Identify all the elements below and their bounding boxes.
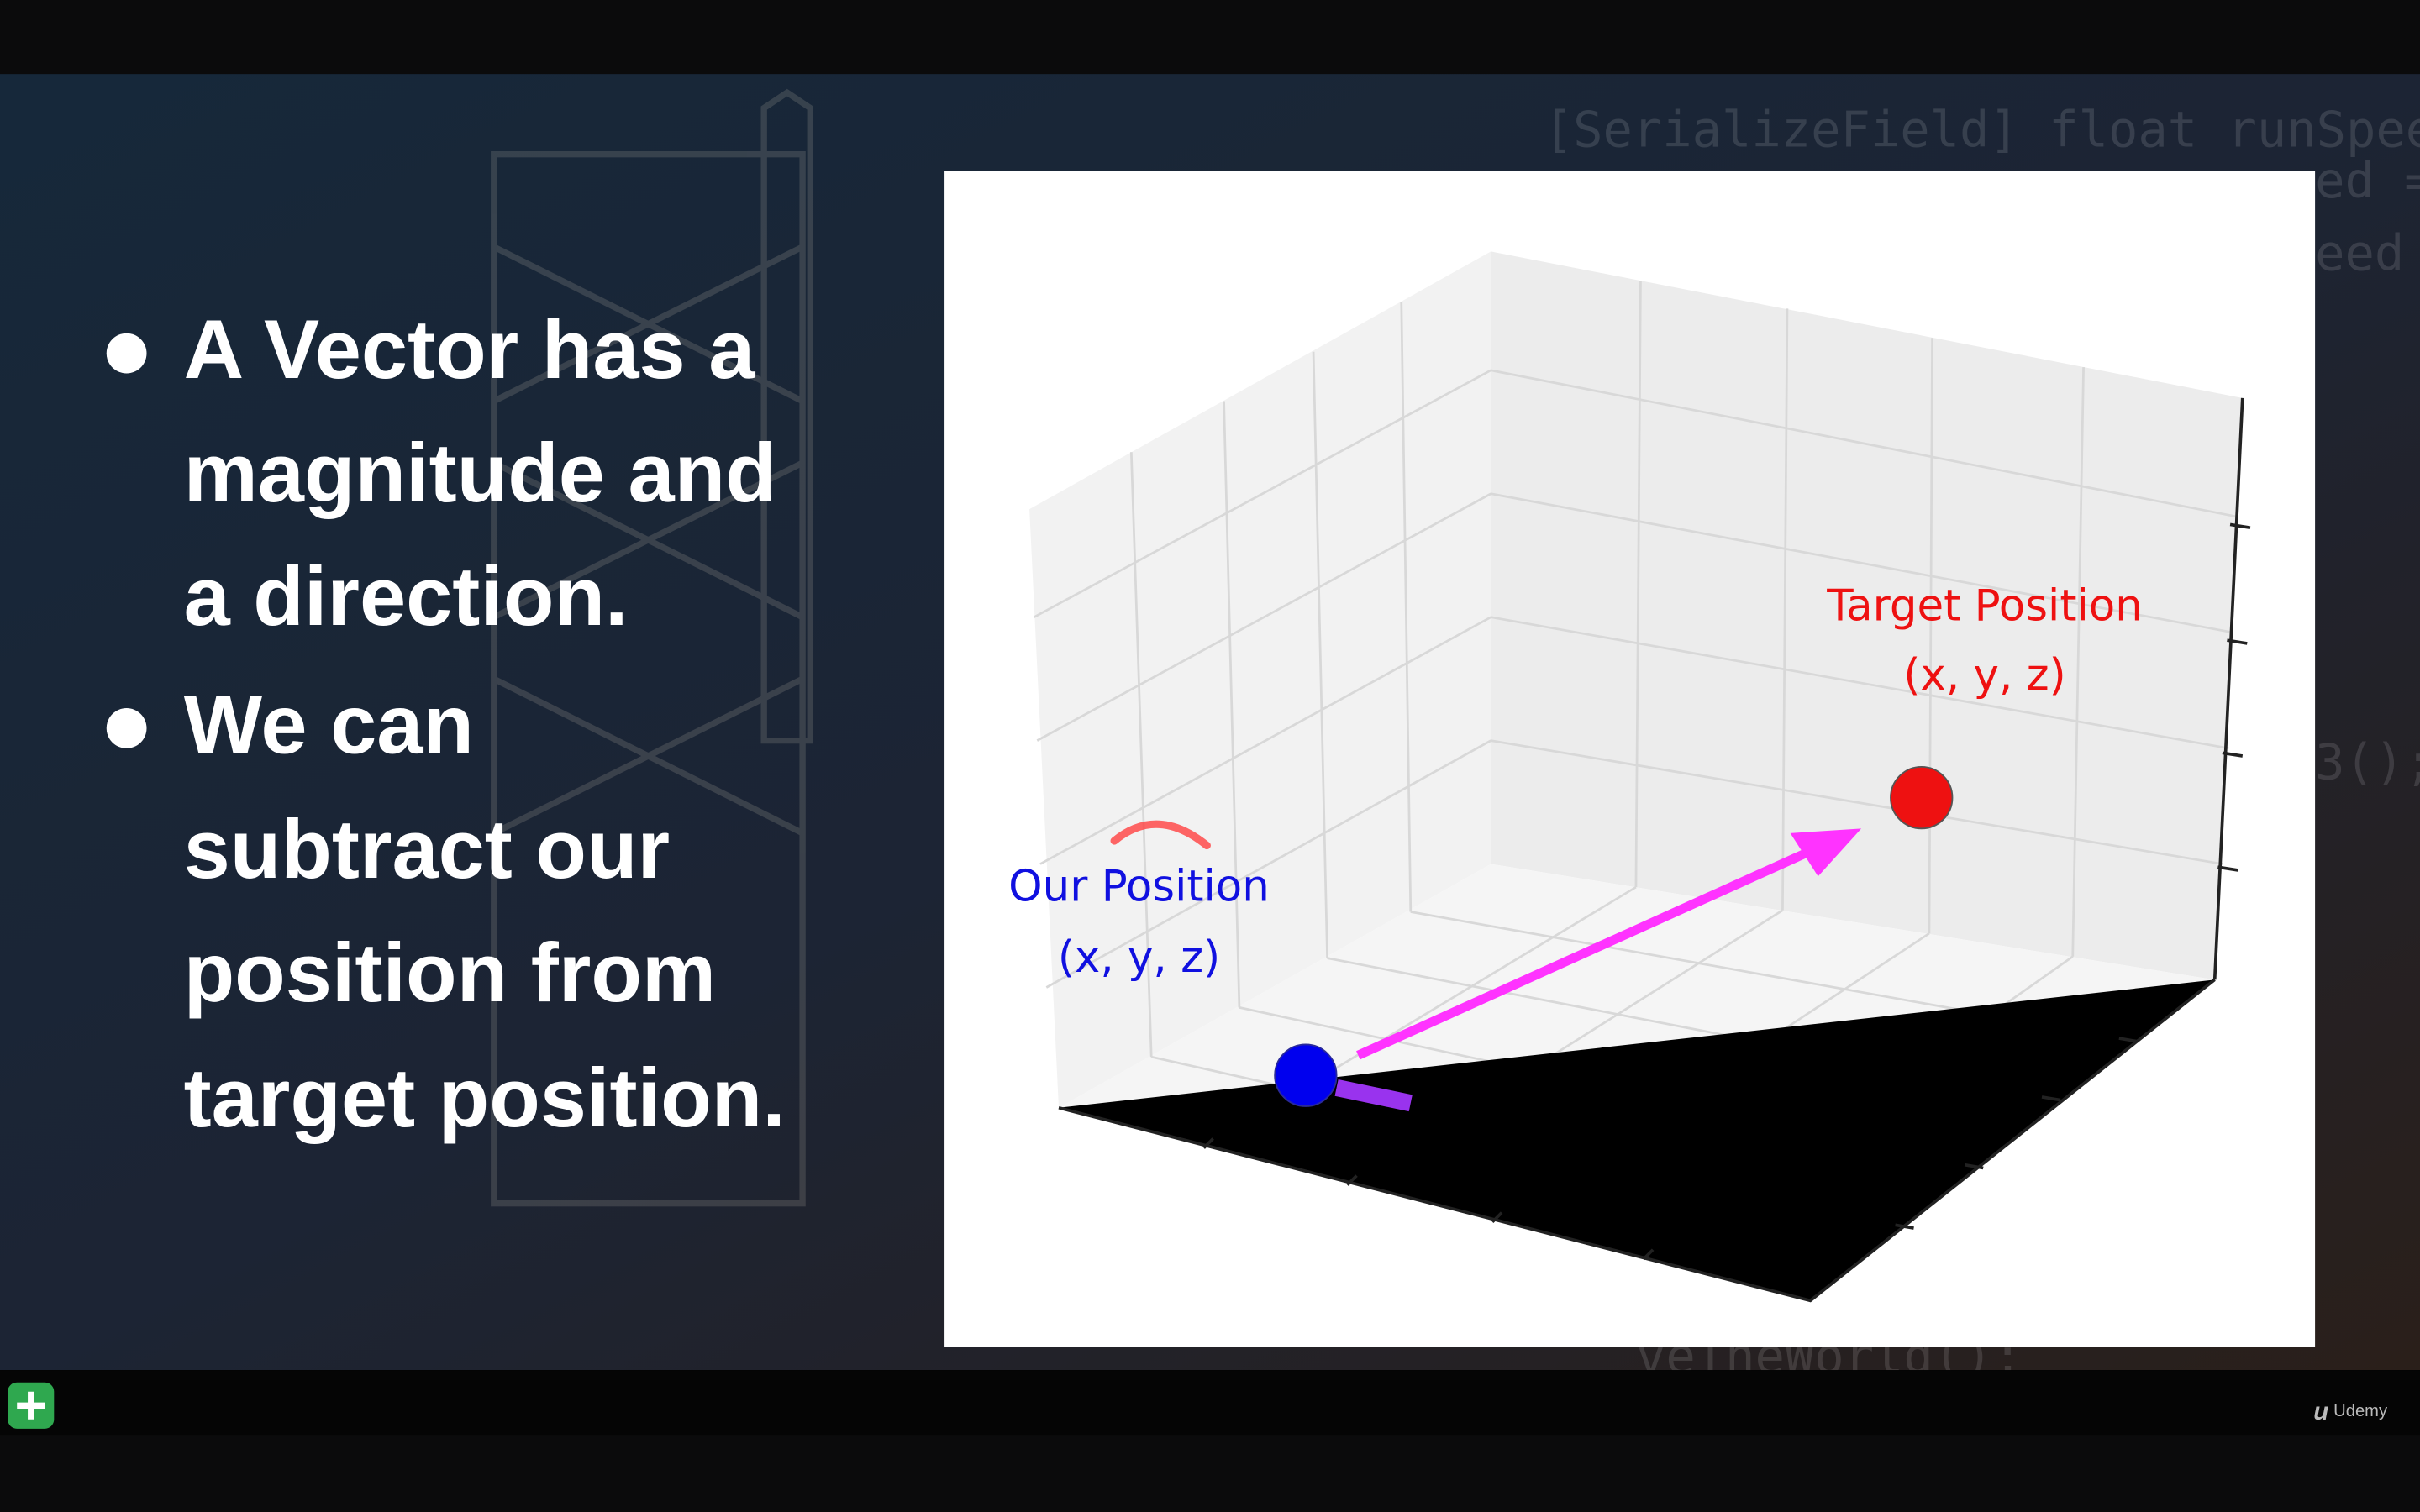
background-code: 3(); (2315, 733, 2420, 791)
bullet-line: magnitude and (184, 427, 776, 520)
target-label: Target Position (1826, 580, 2143, 631)
bullet-line: subtract our (184, 803, 671, 896)
bullet-line: We can (184, 678, 474, 771)
brand-name: Udemy (2333, 1402, 2388, 1420)
tower-silhouette (491, 88, 813, 1207)
our-position-point (1274, 1043, 1338, 1107)
our-coords: (x, y, z) (1058, 932, 1220, 983)
figure: Our Position (x, y, z) Target Position (… (944, 171, 2316, 1347)
bullet-line: target position. (184, 1052, 786, 1145)
bullet-dot (106, 333, 147, 374)
bullet-line: A Vector has a (184, 303, 756, 396)
vector-stub (1334, 1079, 1413, 1112)
arrow-head (1790, 828, 1862, 877)
vector-arrow (1356, 848, 1808, 1060)
add-button[interactable] (8, 1382, 55, 1429)
player-bar (0, 1370, 2420, 1436)
bullet-line: a direction. (184, 550, 629, 643)
cursor-stroke (1110, 820, 1211, 850)
axes (1058, 397, 2244, 1303)
right-wall (1491, 251, 2243, 980)
tick-marks (1202, 522, 2251, 1261)
target-position-point (1890, 765, 1954, 830)
background-code: ed = (2315, 151, 2420, 209)
brand-logo: u (2313, 1398, 2328, 1425)
background-code: eed (2315, 223, 2404, 281)
bullet-line: position from (184, 927, 717, 1020)
bullet-dot (106, 708, 147, 748)
our-label: Our Position (1008, 862, 1270, 912)
target-coords: (x, y, z) (1903, 650, 2065, 701)
